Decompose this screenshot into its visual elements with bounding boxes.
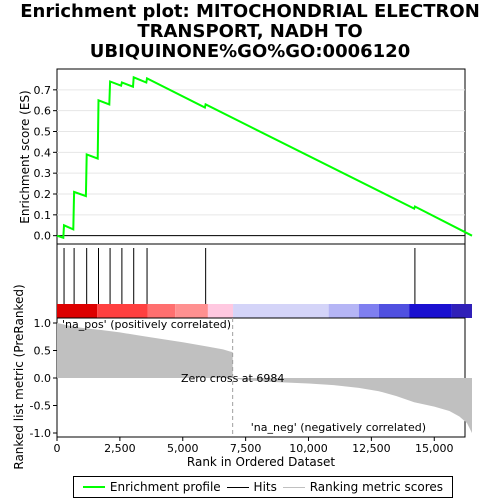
metric-tick-label: 1.0	[34, 317, 52, 330]
strip-segment	[207, 304, 234, 318]
positive-correlation-label: 'na_pos' (positively correlated)	[62, 318, 231, 331]
metric-tick-label: -0.5	[30, 400, 51, 413]
rank-tick-label: 7,500	[230, 442, 262, 455]
legend-swatch-enrichment	[82, 486, 105, 488]
legend-label-enrichment: Enrichment profile	[109, 480, 221, 494]
es-tick-label: 0.4	[34, 146, 52, 159]
strip-segment	[451, 304, 472, 318]
strip-segment	[378, 304, 410, 318]
enrichment-profile-line	[56, 75, 473, 240]
strip-segment	[233, 304, 329, 318]
legend: Enrichment profile Hits Ranking metric s…	[73, 476, 453, 498]
legend-item-hits: Hits	[226, 480, 277, 494]
rank-axis-title: Rank in Ordered Dataset	[187, 455, 335, 469]
legend-swatch-metric	[282, 486, 305, 488]
es-tick-label: 0.1	[34, 209, 52, 222]
strip-segment	[147, 304, 176, 318]
es-tick-label: 0.0	[34, 230, 52, 243]
strip-segment	[97, 304, 148, 318]
es-panel-frame	[56, 68, 466, 245]
legend-item-metric: Ranking metric scores	[282, 480, 444, 494]
es-tick-label: 0.6	[34, 105, 52, 118]
rank-color-strip	[57, 304, 472, 318]
rank-tick-label: 0	[54, 442, 61, 455]
strip-segment	[175, 304, 208, 318]
rank-tick-label: 10,000	[289, 442, 328, 455]
strip-segment	[409, 304, 452, 318]
legend-item-enrichment: Enrichment profile	[82, 480, 221, 494]
rank-tick-label: 5,000	[167, 442, 199, 455]
metric-tick-label: 0.0	[34, 372, 52, 385]
strip-segment	[328, 304, 359, 318]
chart-title: Enrichment plot: MITOCHONDRIAL ELECTRON …	[20, 1, 480, 62]
metric-y-ticks: -1.0 -0.5 0.0 0.5 1.0	[30, 317, 57, 440]
es-tick-label: 0.3	[34, 167, 52, 180]
es-tick-label: 0.5	[34, 126, 52, 139]
metric-axis-title: Ranked list metric (PreRanked)	[12, 284, 26, 469]
legend-label-metric: Ranking metric scores	[309, 480, 444, 494]
es-y-ticks: 0.0 0.1 0.2 0.3 0.4 0.5 0.6 0.7	[34, 84, 57, 243]
ranking-metric-area	[57, 323, 472, 433]
strip-segment	[57, 304, 98, 318]
hit-lines	[63, 248, 416, 304]
rank-tick-label: 12,500	[352, 442, 391, 455]
es-tick-label: 0.7	[34, 84, 52, 97]
legend-label-hits: Hits	[253, 480, 277, 494]
legend-swatch-hits	[226, 486, 249, 488]
metric-tick-label: -1.0	[30, 427, 51, 440]
negative-correlation-label: 'na_neg' (negatively correlated)	[251, 421, 426, 434]
rank-x-ticks: 0 2,500 5,000 7,500 10,000 12,500 15,000	[54, 437, 454, 455]
es-tick-label: 0.2	[34, 188, 52, 201]
metric-tick-label: 0.5	[34, 345, 52, 358]
zero-cross-label: Zero cross at 6984	[181, 372, 284, 385]
strip-segment	[358, 304, 379, 318]
rank-tick-label: 2,500	[104, 442, 136, 455]
enrichment-plot: 0.0 0.1 0.2 0.3 0.4 0.5 0.6 0.7 Zero cross at 6…	[12, 68, 473, 470]
rank-tick-label: 15,000	[415, 442, 454, 455]
es-axis-title: Enrichment score (ES)	[18, 90, 32, 223]
